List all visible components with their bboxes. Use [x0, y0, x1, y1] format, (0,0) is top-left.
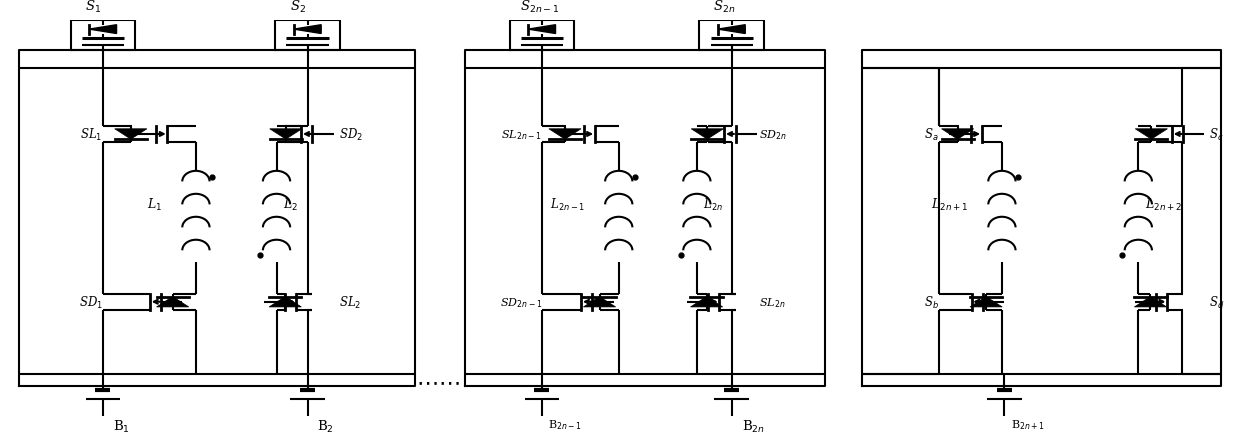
Text: SD$_{2n}$: SD$_{2n}$	[759, 128, 787, 141]
Polygon shape	[115, 129, 146, 140]
Text: SD$_1$: SD$_1$	[79, 294, 103, 310]
Text: B$_{2n}$: B$_{2n}$	[742, 418, 765, 434]
Text: L$_{2n+2}$: L$_{2n+2}$	[1145, 196, 1182, 212]
Text: B$_2$: B$_2$	[317, 418, 335, 434]
Polygon shape	[718, 26, 745, 34]
Text: S$_{2n}$: S$_{2n}$	[713, 0, 735, 15]
Text: SL$_2$: SL$_2$	[339, 294, 361, 310]
Text: L$_{2n}$: L$_{2n}$	[703, 196, 723, 212]
Text: S$_c$: S$_c$	[1209, 127, 1224, 143]
Polygon shape	[89, 26, 117, 34]
Polygon shape	[1136, 129, 1168, 140]
Text: S$_b$: S$_b$	[924, 294, 939, 310]
Text: L$_{2n-1}$: L$_{2n-1}$	[551, 196, 585, 212]
Polygon shape	[294, 26, 321, 34]
Polygon shape	[970, 297, 1002, 307]
Polygon shape	[156, 297, 188, 307]
Text: SL$_{2n}$: SL$_{2n}$	[759, 295, 785, 309]
Text: SL$_{2n-1}$: SL$_{2n-1}$	[501, 128, 542, 141]
Polygon shape	[941, 129, 973, 140]
Polygon shape	[1135, 297, 1167, 307]
Text: S$_2$: S$_2$	[290, 0, 305, 15]
Text: L$_1$: L$_1$	[148, 196, 162, 212]
Text: SL$_1$: SL$_1$	[81, 127, 103, 143]
Text: B$_{2n+1}$: B$_{2n+1}$	[1011, 418, 1044, 431]
Polygon shape	[269, 297, 301, 307]
Text: SD$_{2n-1}$: SD$_{2n-1}$	[500, 295, 542, 309]
Polygon shape	[528, 26, 556, 34]
Text: S$_a$: S$_a$	[924, 127, 939, 143]
Text: L$_{2n+1}$: L$_{2n+1}$	[931, 196, 968, 212]
Text: SD$_2$: SD$_2$	[339, 127, 362, 143]
Text: L$_2$: L$_2$	[283, 196, 298, 212]
Polygon shape	[549, 129, 582, 140]
Text: S$_d$: S$_d$	[1209, 294, 1224, 310]
Polygon shape	[583, 297, 615, 307]
Text: B$_{2n-1}$: B$_{2n-1}$	[548, 418, 582, 431]
Polygon shape	[270, 129, 303, 140]
Text: $\cdots\cdots$: $\cdots\cdots$	[415, 371, 460, 393]
Polygon shape	[691, 297, 723, 307]
Text: S$_{2n-1}$: S$_{2n-1}$	[520, 0, 559, 15]
Polygon shape	[691, 129, 723, 140]
Text: B$_1$: B$_1$	[113, 418, 130, 434]
Text: S$_1$: S$_1$	[84, 0, 102, 15]
